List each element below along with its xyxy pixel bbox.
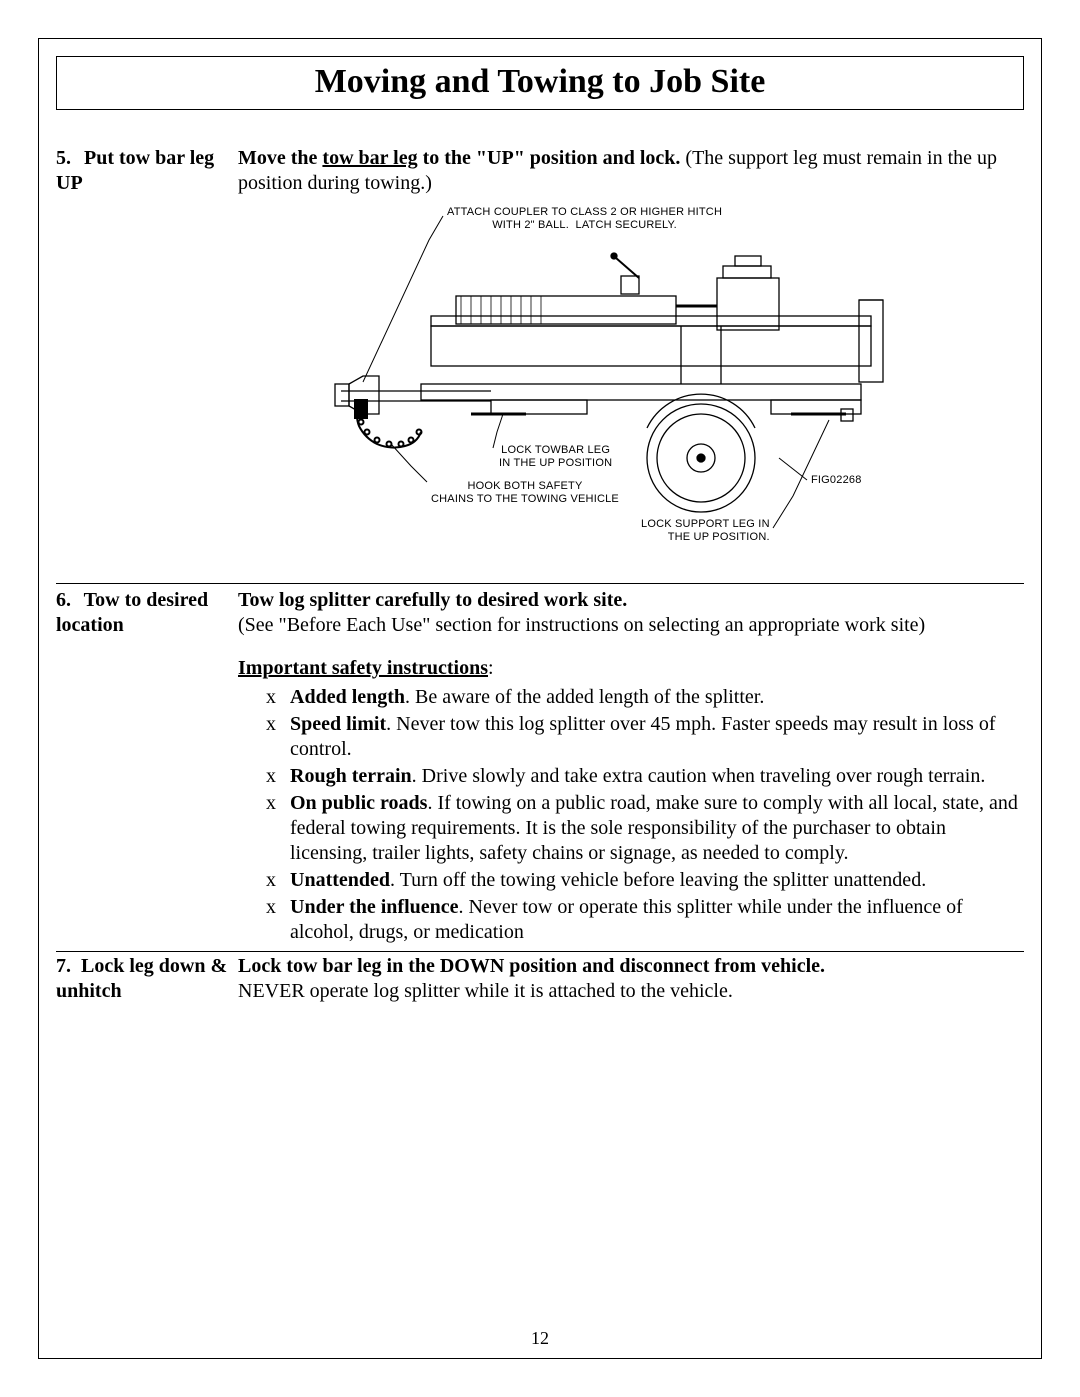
step-heading: Put tow bar leg UP <box>56 147 214 194</box>
steps-table: 5. Put tow bar leg UP Move the tow bar l… <box>56 146 1024 1004</box>
step-body: Move the tow bar leg to the "UP" positio… <box>238 146 1024 196</box>
step-number: 7. <box>56 955 71 977</box>
table-row: 5. Put tow bar leg UP Move the tow bar l… <box>56 146 1024 196</box>
table-row: ATTACH COUPLER TO CLASS 2 OR HIGHER HITC… <box>56 196 1024 584</box>
table-row: 7. Lock leg down & unhitch Lock tow bar … <box>56 952 1024 1005</box>
list-item: Rough terrain. Drive slowly and take ext… <box>266 764 1024 789</box>
list-item: On public roads. If towing on a public r… <box>266 791 1024 866</box>
list-item: Added length. Be aware of the added leng… <box>266 685 1024 710</box>
step-number: 6. <box>56 588 74 613</box>
step-number: 5. <box>56 146 74 171</box>
callout-coupler: ATTACH COUPLER TO CLASS 2 OR HIGHER HITC… <box>447 206 722 231</box>
table-row: 6. Tow to desired location Tow log split… <box>56 584 1024 952</box>
page-title: Moving and Towing to Job Site <box>56 56 1024 110</box>
list-item: Unattended. Turn off the towing vehicle … <box>266 868 1024 893</box>
towing-diagram: ATTACH COUPLER TO CLASS 2 OR HIGHER HITC… <box>321 196 941 576</box>
callout-safety-chains: HOOK BOTH SAFETY CHAINS TO THE TOWING VE… <box>431 480 619 505</box>
list-item: Under the influence. Never tow or operat… <box>266 895 1024 945</box>
callout-towbar-leg: LOCK TOWBAR LEG IN THE UP POSITION <box>499 444 612 469</box>
step-body: Lock tow bar leg in the DOWN position an… <box>238 952 1024 1005</box>
log-splitter-illustration <box>321 196 941 576</box>
step-body: Tow log splitter carefully to desired wo… <box>238 584 1024 952</box>
page-number: 12 <box>38 1328 1042 1349</box>
list-item: Speed limit. Never tow this log splitter… <box>266 712 1024 762</box>
page-content: Moving and Towing to Job Site 5. Put tow… <box>38 38 1042 1359</box>
figure-label: FIG02268 <box>811 474 862 487</box>
callout-support-leg: LOCK SUPPORT LEG IN THE UP POSITION. <box>641 518 770 543</box>
step-heading: Tow to desired location <box>56 589 208 636</box>
safety-bullet-list: Added length. Be aware of the added leng… <box>238 685 1024 945</box>
step-heading: Lock leg down & unhitch <box>56 955 227 1002</box>
